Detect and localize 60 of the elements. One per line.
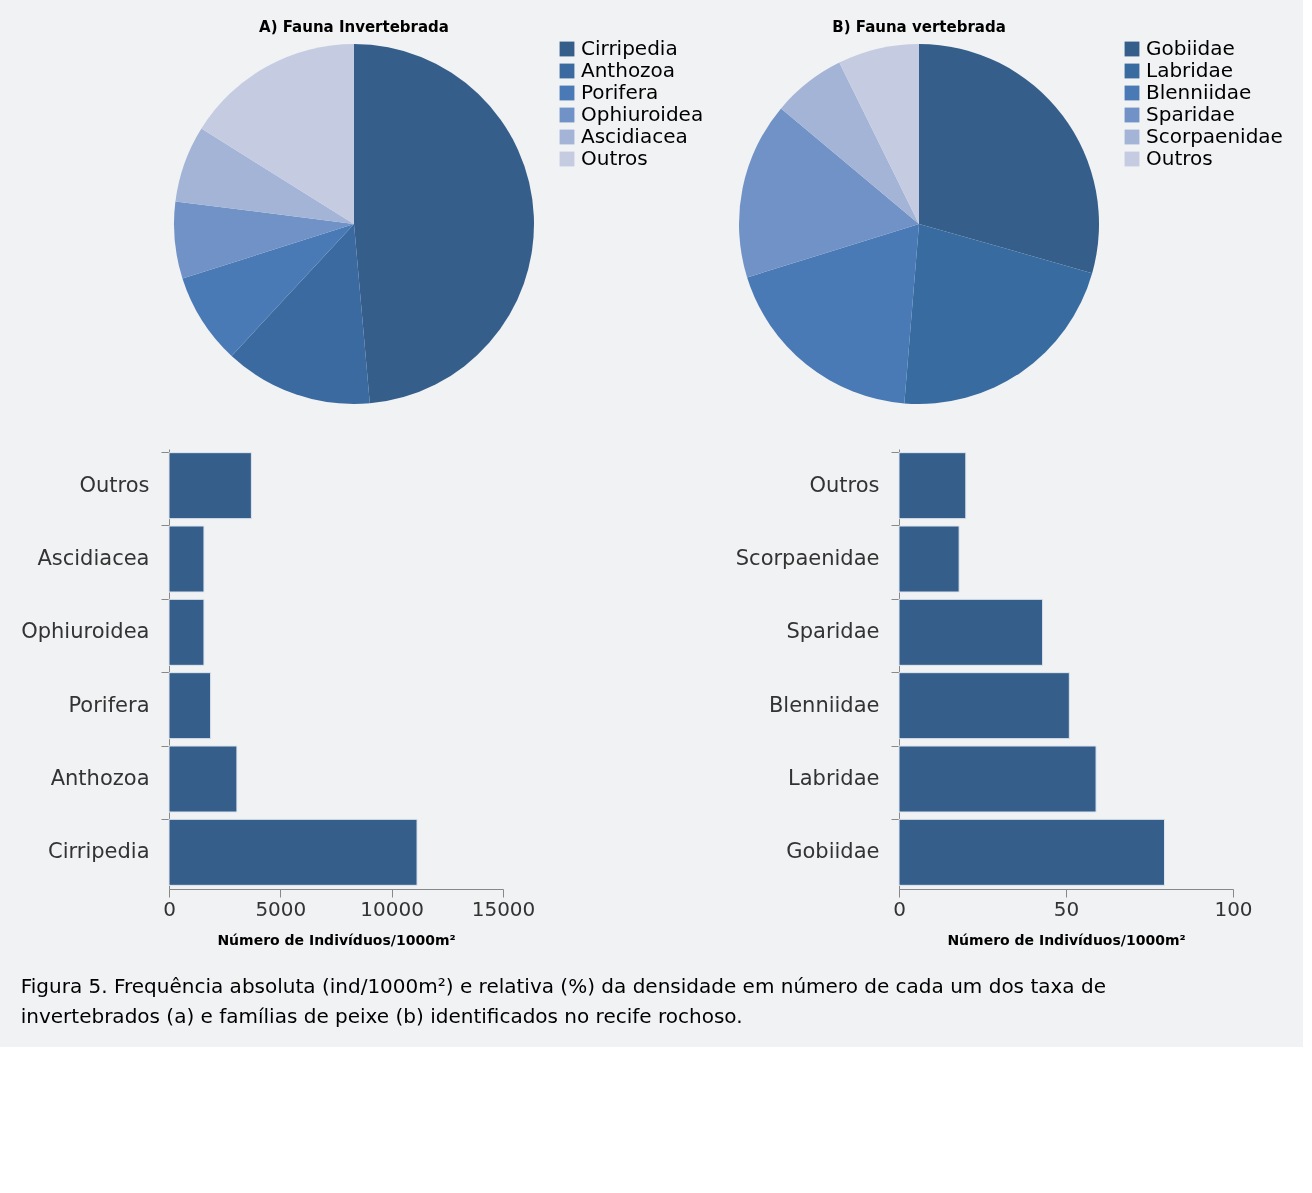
x-tick-label: 100 <box>1214 896 1253 921</box>
y-tick-label: Anthozoa <box>50 766 150 790</box>
legend-label: Outros <box>581 146 648 170</box>
chart-title: A) Fauna Invertebrada <box>259 18 449 36</box>
text: Figura 5. Frequência absoluta (ind/1000m²) e relativa (%) da densidade em número de cada um dos taxa de invertebrados (a) e famílias de peixe (b) identificados no recife rochoso. <box>20 974 1106 1028</box>
legend-label: Porifera <box>581 80 659 104</box>
bar <box>898 525 960 593</box>
x-tick-label: 50 <box>1053 896 1080 921</box>
y-tick-label: Cirripedia <box>47 839 150 864</box>
pie-slice <box>182 224 354 356</box>
bar <box>168 525 205 593</box>
y-tick-label: Sparidae <box>786 619 880 644</box>
y-tick-label: Ascidiacea <box>37 546 150 570</box>
legend-label: Outros <box>1146 146 1213 170</box>
y-tick-label: Gobiidae <box>786 839 880 864</box>
bar <box>168 745 238 813</box>
pie-slice <box>175 128 354 224</box>
y-tick-label: Scorpaenidae <box>735 546 880 570</box>
legend-label: Blenniidae <box>1146 80 1252 104</box>
pie-slice <box>919 44 1099 274</box>
legend-label: Scorpaenidae <box>1146 124 1283 148</box>
legend-label: Ascidiacea <box>581 124 688 148</box>
pie-slice <box>354 44 534 404</box>
x-tick-label: 15000 <box>471 896 536 921</box>
y-tick-label: Porifera <box>68 692 150 717</box>
y-tick-label: Blenniidae <box>768 692 880 717</box>
legend-label: Sparidae <box>1146 102 1235 126</box>
x-tick-label: 0 <box>163 896 176 921</box>
pie-slice <box>201 44 354 224</box>
legend-label: Ophiuroidea <box>581 102 704 126</box>
y-tick-label: Ophiuroidea <box>21 619 150 644</box>
x-axis-title: Número de Indivíduos/1000m² <box>217 931 456 948</box>
pie-slice <box>231 224 370 404</box>
bar <box>898 745 1097 813</box>
bar <box>168 818 418 886</box>
legend-label: Gobiidae <box>1146 36 1235 60</box>
x-tick-label: 0 <box>893 896 906 921</box>
y-tick-label: Outros <box>79 472 150 497</box>
x-tick-label: 5000 <box>255 896 307 921</box>
bar <box>168 672 212 740</box>
pie-slice <box>904 224 1093 404</box>
x-tick-label: 10000 <box>360 896 424 921</box>
y-tick-label: Labridae <box>788 766 880 790</box>
pie-slice <box>747 224 919 404</box>
bar <box>898 452 967 520</box>
pie-slice <box>781 62 919 224</box>
x-axis-title: Número de Indivíduos/1000m² <box>947 931 1186 948</box>
bar <box>898 672 1070 740</box>
bar <box>898 818 1166 886</box>
pie-slice <box>174 201 354 279</box>
chart-title: B) Fauna vertebrada <box>832 18 1006 36</box>
bar <box>898 598 1044 666</box>
legend-label: Anthozoa <box>581 58 676 82</box>
legend-label: Labridae <box>1146 58 1234 82</box>
legend-label: Cirripedia <box>581 36 678 60</box>
bar <box>168 452 252 520</box>
bar <box>168 598 205 666</box>
pie-slice <box>739 108 919 278</box>
pie-slice <box>839 44 919 224</box>
y-tick-label: Outros <box>809 472 880 497</box>
